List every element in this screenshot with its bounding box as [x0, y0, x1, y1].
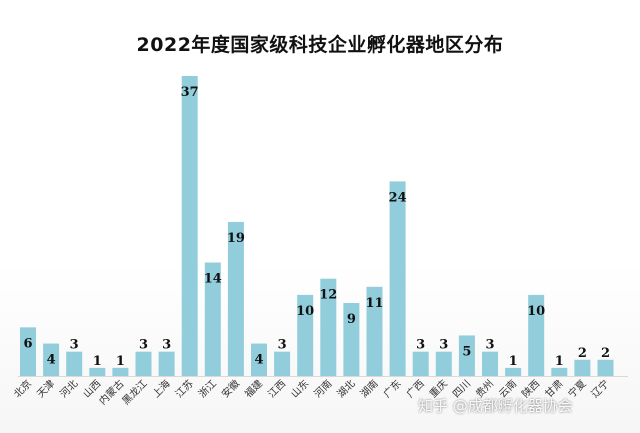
value-label-24: 2	[578, 346, 587, 361]
value-label-17: 3	[416, 338, 425, 353]
value-label-5: 3	[139, 338, 148, 353]
bar-8	[204, 262, 221, 376]
category-label-1: 天津	[35, 378, 58, 401]
value-label-1: 4	[47, 353, 56, 368]
bar-20	[482, 351, 498, 376]
bar-9	[227, 221, 244, 376]
bar-7	[181, 76, 198, 376]
category-label-7: 江苏	[172, 377, 195, 400]
bar-5	[135, 351, 152, 376]
value-label-25: 2	[601, 346, 610, 361]
value-label-21: 1	[509, 354, 518, 369]
value-label-20: 3	[485, 338, 494, 353]
value-label-15: 11	[365, 296, 383, 311]
value-label-23: 1	[555, 354, 564, 369]
chart-title: 2022年度国家级科技企业孵化器地区分布	[136, 34, 504, 56]
value-label-0: 6	[23, 336, 32, 351]
value-label-9: 19	[227, 231, 245, 246]
bar-14	[343, 303, 360, 376]
value-label-6: 3	[162, 338, 171, 353]
category-label-14: 湖北	[335, 378, 358, 401]
bar-13	[320, 278, 337, 376]
bar-25	[597, 359, 614, 376]
category-label-13: 河南	[311, 377, 334, 400]
value-label-2: 3	[70, 338, 79, 353]
category-label-11: 江西	[266, 378, 289, 401]
bar-1	[43, 343, 60, 376]
bar-6	[158, 351, 175, 376]
bar-18	[435, 351, 452, 376]
category-label-9: 安徽	[219, 377, 242, 400]
category-label-8: 浙江	[196, 378, 219, 401]
value-label-3: 1	[93, 354, 102, 369]
category-label-2: 河北	[58, 378, 81, 401]
category-label-12: 山东	[288, 377, 311, 400]
value-label-11: 3	[278, 338, 287, 353]
value-label-10: 4	[254, 353, 263, 368]
value-label-14: 9	[347, 312, 356, 327]
watermark: 知乎 @成都孵化器协会	[418, 397, 573, 415]
category-label-10: 福建	[242, 377, 265, 400]
bar-4	[112, 367, 129, 376]
bar-21	[505, 367, 522, 376]
bar-23	[551, 367, 568, 376]
bar-2	[66, 351, 83, 376]
category-label-4: 内蒙古	[96, 377, 126, 407]
bar-17	[412, 351, 429, 376]
value-label-4: 1	[116, 354, 125, 369]
category-label-25: 辽宁	[588, 377, 611, 400]
value-label-19: 5	[462, 344, 471, 359]
bar-12	[297, 294, 314, 376]
value-label-16: 24	[389, 190, 407, 205]
category-label-6: 上海	[149, 377, 172, 400]
category-label-0: 北京	[11, 377, 34, 400]
value-label-13: 12	[319, 288, 337, 303]
bar-22	[528, 294, 545, 376]
value-label-12: 10	[296, 304, 314, 319]
bar-11	[274, 351, 291, 376]
bar-16	[389, 181, 406, 376]
bar-24	[574, 359, 591, 376]
value-label-7: 37	[181, 85, 199, 100]
value-label-18: 3	[439, 338, 448, 353]
bar-10	[251, 343, 267, 376]
bar-3	[89, 367, 106, 376]
bar-0	[20, 327, 36, 376]
bar-19	[458, 335, 475, 376]
category-label-15: 湖南	[357, 377, 380, 400]
value-label-22: 10	[527, 304, 545, 319]
bar-15	[366, 286, 383, 376]
category-label-16: 广东	[380, 377, 403, 400]
value-label-8: 14	[204, 271, 222, 286]
category-label-5: 黑龙江	[119, 377, 149, 407]
